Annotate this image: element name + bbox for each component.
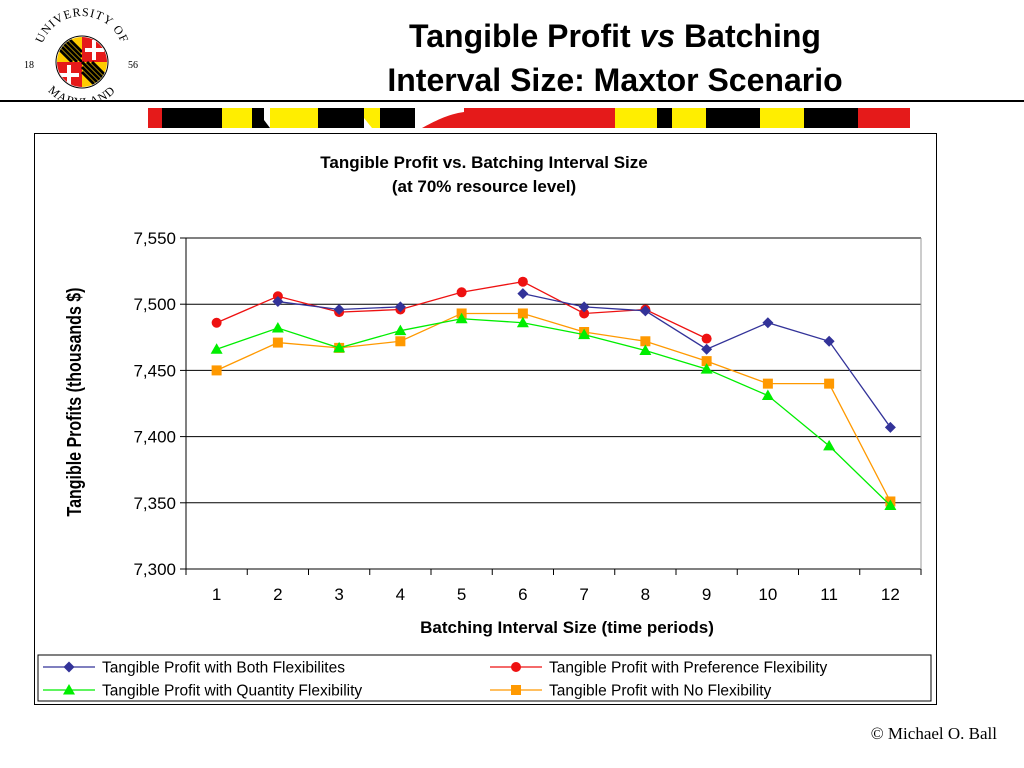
data-point [701,333,712,344]
data-point [884,421,896,433]
data-point [272,296,284,308]
data-point [762,317,774,329]
header-rule [0,100,1024,102]
data-point [517,276,528,287]
y-tick-label: 7,400 [133,428,176,447]
maryland-flag-shield-icon [55,35,109,89]
slide-title: Tangible Profit vs Batching Interval Siz… [230,14,1000,102]
data-point [333,303,345,315]
data-point [456,287,467,298]
y-tick-label: 7,500 [133,295,176,314]
y-tick-label: 7,300 [133,560,176,579]
logo-year-right: 56 [128,60,138,71]
title-part-2: Batching [684,18,821,54]
data-point [884,499,897,510]
series-line [216,318,891,506]
data-point [394,324,407,336]
data-point [271,322,284,333]
x-tick-label: 9 [702,585,711,604]
slide-title-line-1: Tangible Profit vs Batching [230,14,1000,58]
x-tick-label: 5 [457,585,466,604]
y-tick-label: 7,550 [133,229,176,248]
chart-frame: Tangible Profit vs. Batching Interval Si… [34,133,937,705]
slide-title-line-2: Interval Size: Maxtor Scenario [387,62,843,98]
data-point [211,317,222,328]
x-tick-label: 3 [334,585,343,604]
data-point [762,378,773,389]
data-point [639,305,651,317]
series-layer [210,276,897,510]
x-tick-label: 6 [518,585,527,604]
data-point [700,363,713,374]
x-tick-label: 11 [820,585,838,604]
data-point [333,341,346,353]
x-tick-label: 1 [212,585,221,604]
legend-label: Tangible Profit with Preference Flexibil… [549,660,828,677]
data-point [394,301,406,313]
data-point [823,439,836,451]
data-point [579,308,590,319]
x-axis-label: Batching Interval Size (time periods) [420,618,714,637]
data-point [517,308,528,319]
y-tick-label: 7,450 [133,361,176,380]
data-point [211,365,222,376]
legend-label: Tangible Profit with Quantity Flexibilit… [102,683,362,700]
series-square [211,308,896,507]
series-line [216,312,891,502]
legend-label: Tangible Profit with Both Flexibilites [102,660,345,677]
data-point [701,356,712,367]
plot-area [185,237,922,570]
title-vs: vs [639,18,676,54]
university-seal-logo: UNIVERSITY OF MARYLAND 18 56 [24,5,138,102]
data-point [395,336,406,347]
line-chart: Tangible Profit vs. Batching Interval Si… [37,153,932,702]
data-point [517,288,529,300]
y-axis-ticks: 7,300 7,350 7,400 7,450 7,500 7,550 [133,229,186,579]
x-tick-label: 10 [758,585,777,604]
data-point [272,337,283,348]
x-tick-label: 7 [579,585,588,604]
x-tick-label: 4 [396,585,405,604]
x-tick-label: 8 [641,585,650,604]
data-point [455,312,468,324]
data-point [516,316,529,328]
copyright-footer: © Michael O. Ball [870,724,997,743]
y-tick-label: 7,350 [133,494,176,513]
y-axis-label: Tangible Profits (thousands $) [63,287,85,516]
x-tick-label: 2 [273,585,282,604]
chart-legend: Tangible Profit with Both Flexibilites Ta… [37,654,932,702]
legend-marker [63,684,75,695]
title-part-1: Tangible Profit [409,18,631,54]
data-point [824,378,835,389]
maryland-flag-stripe [148,108,910,128]
chart-subtitle: (at 70% resource level) [392,177,576,196]
legend-marker [511,685,521,695]
logo-year-left: 18 [24,60,34,71]
data-point [761,389,774,401]
data-point [210,343,223,354]
legend-marker [511,662,521,672]
data-point [578,301,590,313]
x-tick-label: 12 [881,585,900,604]
data-point [639,344,652,356]
data-point [701,343,713,355]
data-point [823,335,835,347]
legend-marker [63,661,75,673]
x-axis-ticks: 1 2 3 4 5 6 7 8 9 10 11 12 [185,569,922,604]
chart-title: Tangible Profit vs. Batching Interval Si… [320,153,647,172]
series-triangle [210,312,897,510]
data-point [578,328,591,340]
series-diamond [272,288,896,433]
legend-label: Tangible Profit with No Flexibility [549,683,772,700]
data-point [640,336,651,347]
